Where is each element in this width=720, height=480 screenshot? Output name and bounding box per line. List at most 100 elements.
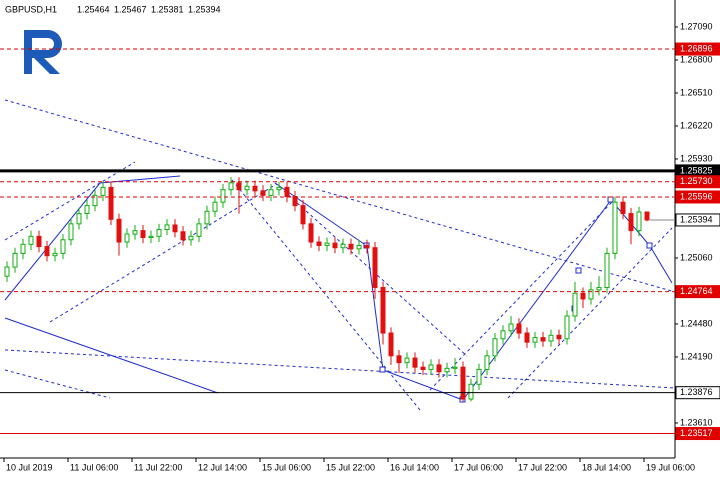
trend-line <box>274 182 368 247</box>
candle-body <box>204 210 210 225</box>
candle-body <box>396 355 402 364</box>
x-tick-label: 15 Jul 22:00 <box>326 462 375 472</box>
candle-body <box>268 189 274 196</box>
candle-body <box>332 242 338 249</box>
header-open: 1.25464 <box>77 4 110 14</box>
trend-line <box>4 349 676 389</box>
y-tick-label: 1.25930 <box>680 153 713 163</box>
candle-body <box>452 366 458 369</box>
candle-body <box>612 201 618 254</box>
candle-body <box>404 357 410 364</box>
candle-body <box>148 235 154 238</box>
candle-body <box>92 194 98 207</box>
candle-body <box>476 368 482 385</box>
candle-body <box>556 334 562 340</box>
y-tick-label: 1.23610 <box>680 417 713 427</box>
level-label: 1.23517 <box>680 428 713 438</box>
current-price-label: 1.25394 <box>680 214 713 224</box>
candle-body <box>100 186 106 196</box>
candle-body <box>76 213 82 225</box>
candle-body <box>284 186 290 198</box>
candle-body <box>316 241 322 246</box>
logo-r <box>24 30 62 74</box>
candle-body <box>356 244 362 250</box>
candle-body <box>308 223 314 243</box>
trend-line <box>49 184 276 323</box>
candle-body <box>444 367 450 373</box>
candle-body <box>532 337 538 343</box>
candle-body <box>132 230 138 235</box>
candle-body <box>628 213 634 232</box>
candle-body <box>108 186 114 220</box>
candle-body <box>20 243 26 254</box>
candle-body <box>300 205 306 225</box>
candle-body <box>28 235 34 245</box>
trend-line <box>4 182 101 301</box>
candle-body <box>124 233 130 243</box>
candle-body <box>36 235 42 248</box>
candle-body <box>276 186 282 191</box>
level-label: 1.23876 <box>680 387 713 397</box>
header-close: 1.25394 <box>188 4 221 14</box>
candle-body <box>604 252 610 289</box>
candle-body <box>140 230 146 238</box>
level-label: 1.26896 <box>680 43 713 53</box>
candle-body <box>620 201 626 215</box>
candle-body <box>420 366 426 370</box>
x-tick-label: 11 Jul 22:00 <box>134 462 182 472</box>
trend-line <box>366 245 384 371</box>
pivot <box>379 366 386 373</box>
candle-body <box>588 289 594 300</box>
candle-body <box>540 337 546 342</box>
pivot <box>607 196 614 203</box>
candle-body <box>468 383 474 400</box>
candle-body <box>244 185 250 191</box>
candle-body <box>4 266 10 277</box>
candle-body <box>68 223 74 241</box>
current-price-box <box>675 213 720 227</box>
x-tick-label: 16 Jul 14:00 <box>390 462 439 472</box>
level-label: 1.25596 <box>680 191 713 201</box>
candle-body <box>364 244 370 249</box>
level-box <box>675 386 720 400</box>
y-tick-label: 1.24480 <box>680 318 713 328</box>
y-tick-label: 1.27090 <box>680 21 713 31</box>
candle-body <box>188 235 194 241</box>
x-tick-label: 10 Jul 2019 <box>6 462 53 472</box>
level-label: 1.24764 <box>680 286 713 296</box>
symbol: GBPUSD,H1 <box>5 4 57 14</box>
logo <box>24 30 62 74</box>
header-high: 1.25467 <box>114 4 147 14</box>
y-tick-label: 1.24190 <box>680 351 713 361</box>
trend-line <box>649 245 673 284</box>
pivot <box>646 242 653 249</box>
candle-body <box>236 182 242 191</box>
x-tick-label: 19 Jul 06:00 <box>646 462 695 472</box>
y-tick-label: 1.26510 <box>680 87 713 97</box>
candle-body <box>380 287 386 334</box>
candle-body <box>292 196 298 207</box>
candle-body <box>412 357 418 368</box>
x-tick-label: 11 Jul 06:00 <box>70 462 118 472</box>
candle-body <box>60 239 66 254</box>
candle-body <box>324 242 330 246</box>
candle-body <box>516 323 522 334</box>
y-tick-label: 1.26220 <box>680 120 713 130</box>
y-tick-label: 1.26800 <box>680 54 713 64</box>
trend-line <box>4 317 219 394</box>
candle-body <box>388 332 394 357</box>
candle-body <box>340 243 346 249</box>
candle-body <box>12 252 18 268</box>
candle-body <box>524 332 530 343</box>
header-low: 1.25381 <box>151 4 184 14</box>
level-box <box>675 175 720 189</box>
candle-body <box>460 366 466 400</box>
candle-body <box>372 247 378 289</box>
candle-body <box>580 292 586 300</box>
candle-body <box>564 315 570 340</box>
trend-line <box>382 369 464 401</box>
candle-body <box>84 205 90 215</box>
candle-body <box>492 338 498 357</box>
